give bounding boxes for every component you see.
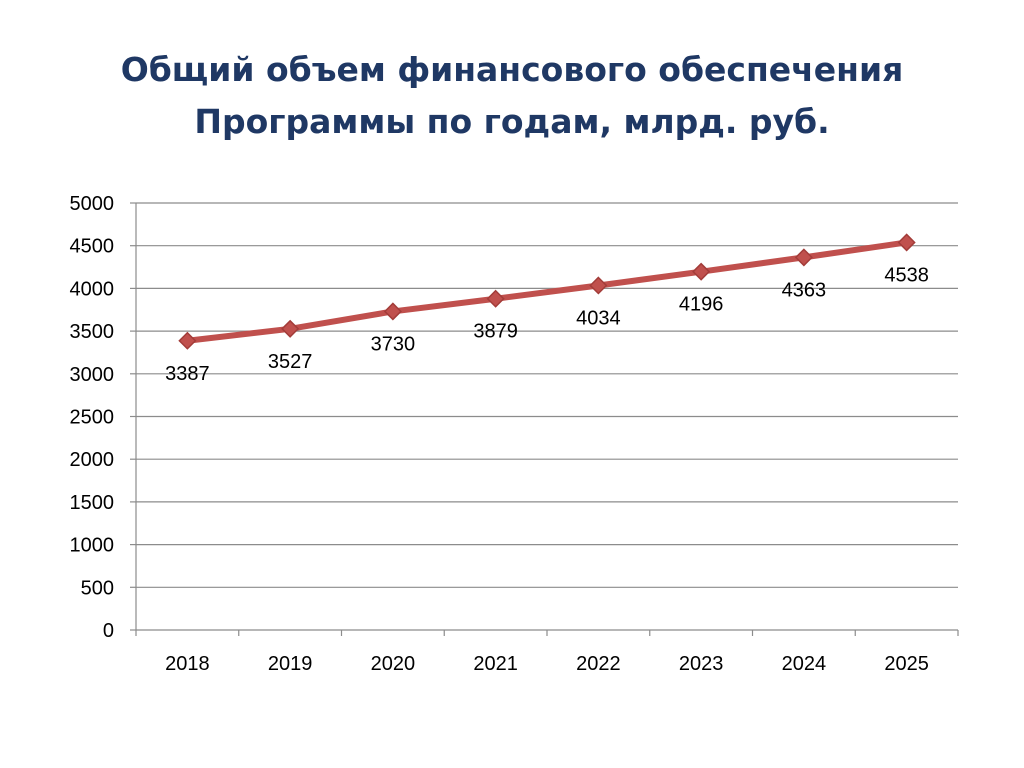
gridlines	[136, 202, 958, 588]
y-tick-label: 2500	[70, 407, 115, 429]
y-axis-tick-labels: 0 500 1000 1500 2000 2500 3000 3500 4000 4500 5000	[70, 193, 115, 642]
x-tick-label: 2023	[679, 653, 724, 675]
series-line-0	[184, 239, 910, 344]
data-label: 3730	[371, 333, 416, 355]
x-tick-label: 2018	[165, 653, 210, 675]
y-tick-label: 3500	[70, 321, 115, 343]
y-tick-label: 1000	[70, 535, 115, 557]
data-label: 4034	[576, 307, 621, 329]
x-tick-label: 2021	[473, 653, 518, 675]
x-axis-tick-labels: 2018 2019 2020 2021 2022 2023 2024 2025	[165, 653, 929, 675]
slide-title: Общий объем финансового обеспечения Прог…	[0, 44, 1024, 148]
data-labels: 3387 3527 3730 3879 4034 4196 4363 4538	[165, 264, 929, 384]
y-tick-label: 3000	[70, 364, 115, 386]
data-label: 3387	[165, 363, 210, 385]
data-point-marker	[794, 248, 813, 267]
data-point-marker	[281, 319, 300, 338]
slide-title-line-2: Программы по годам, млрд. руб.	[194, 102, 830, 141]
y-tick-label: 5000	[70, 193, 115, 215]
data-point-marker	[178, 331, 197, 350]
x-tick-label: 2024	[782, 653, 827, 675]
data-label: 4196	[679, 294, 724, 316]
y-tick-label: 1500	[70, 492, 115, 514]
y-tick-label: 2000	[70, 449, 115, 471]
x-tick-label: 2022	[576, 653, 621, 675]
x-tick-label: 2025	[884, 653, 929, 675]
x-tick-label: 2019	[268, 653, 313, 675]
y-tick-label: 4500	[70, 236, 115, 258]
data-label: 3879	[473, 321, 518, 343]
data-label: 3527	[268, 351, 313, 373]
axes	[130, 202, 959, 636]
x-tick-label: 2020	[371, 653, 416, 675]
data-point-marker	[486, 289, 505, 308]
series-line	[184, 239, 910, 344]
data-point-marker	[692, 262, 711, 281]
data-label: 4363	[782, 279, 827, 301]
data-point-marker	[589, 276, 608, 295]
series-markers	[178, 233, 916, 350]
y-tick-label: 0	[103, 620, 114, 642]
y-tick-label: 500	[81, 577, 114, 599]
y-tick-label: 4000	[70, 278, 115, 300]
slide-title-line-1: Общий объем финансового обеспечения	[120, 50, 904, 89]
data-point-marker	[897, 233, 916, 252]
data-point-marker	[383, 302, 402, 321]
data-label: 4538	[884, 264, 929, 286]
